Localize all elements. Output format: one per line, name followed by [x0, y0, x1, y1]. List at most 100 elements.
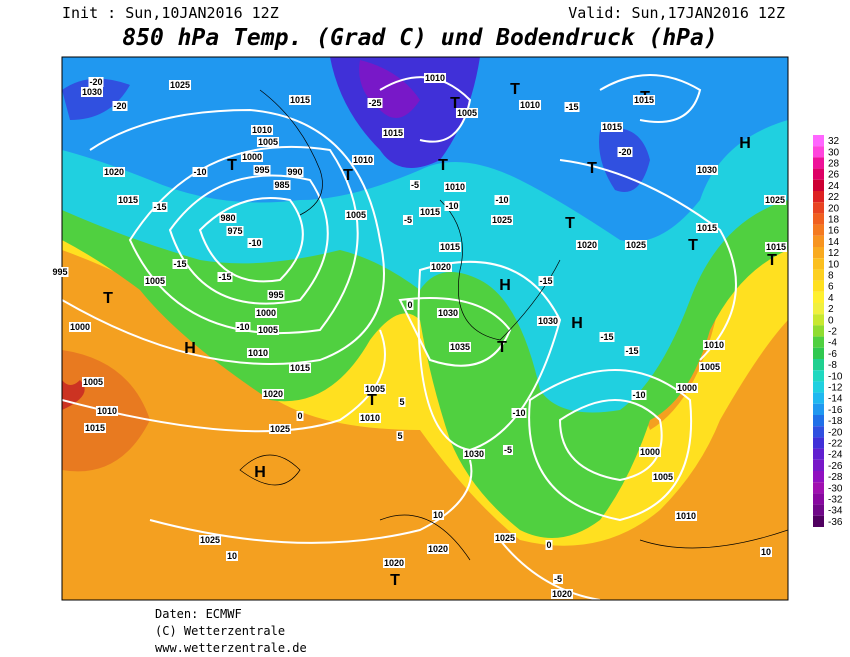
map-label: 1020: [577, 240, 597, 250]
map-label: 1035: [450, 342, 470, 352]
map-label: 10: [761, 547, 771, 557]
map-label: -25: [368, 98, 381, 108]
map-label: 1015: [766, 242, 786, 252]
legend-label: -14: [828, 394, 843, 405]
map-label: 995: [268, 290, 283, 300]
label-box: [518, 100, 542, 110]
map-frame: [61, 56, 789, 601]
label-box: [250, 125, 274, 135]
map-label: 0: [546, 540, 551, 550]
label-box: [631, 390, 647, 400]
map-label: 975: [227, 226, 242, 236]
label-box: [152, 202, 168, 212]
label-box: [695, 223, 719, 233]
map-label: 980: [220, 213, 235, 223]
pressure-center: T: [227, 157, 237, 174]
map-label: -15: [539, 276, 552, 286]
map-label: 1010: [520, 100, 540, 110]
map-label: 1025: [626, 240, 646, 250]
valid-time: Valid: Sun,17JAN2016 12Z: [568, 4, 785, 22]
legend-swatch: [813, 146, 824, 158]
map-label: 985: [274, 180, 289, 190]
legend-swatch: [813, 213, 824, 225]
map-label: 1025: [765, 195, 785, 205]
legend-swatch: [813, 303, 824, 315]
map-label: 1025: [270, 424, 290, 434]
legend-label: -6: [828, 349, 837, 360]
label-box: [426, 544, 450, 554]
map-label: -20: [113, 101, 126, 111]
label-box: [418, 207, 442, 217]
label-box: [261, 389, 285, 399]
legend-swatch: [813, 482, 824, 494]
label-box: [575, 240, 599, 250]
legend-label: -28: [828, 472, 843, 483]
legend-label: 0: [828, 315, 834, 326]
footer-url: www.wetterzentrale.de: [155, 641, 307, 655]
map-label: 1000: [70, 322, 90, 332]
label-box: [402, 215, 414, 225]
label-box: [246, 348, 270, 358]
init-time: Init : Sun,10JAN2016 12Z: [62, 4, 279, 22]
legend-label: -16: [828, 405, 843, 416]
legend-swatch: [813, 515, 824, 527]
map-label: -10: [193, 167, 206, 177]
map-label: 1015: [697, 223, 717, 233]
pressure-center: T: [450, 95, 460, 112]
label-box: [638, 447, 662, 457]
label-box: [256, 325, 280, 335]
label-box: [168, 80, 192, 90]
map-label: 1025: [170, 80, 190, 90]
label-box: [172, 259, 188, 269]
map-label: 1025: [495, 533, 515, 543]
label-box: [256, 137, 280, 147]
label-box: [95, 406, 119, 416]
pressure-center: T: [767, 252, 777, 269]
legend-label: -20: [828, 427, 843, 438]
map-label: 1015: [383, 128, 403, 138]
map-label: -5: [504, 445, 512, 455]
map-label: -5: [404, 215, 412, 225]
label-box: [494, 195, 510, 205]
label-box: [552, 574, 564, 584]
label-box: [448, 342, 472, 352]
label-box: [288, 363, 312, 373]
map-label: 1005: [700, 362, 720, 372]
label-box: [112, 101, 128, 111]
label-box: [143, 276, 167, 286]
legend-swatch: [813, 448, 824, 460]
map-label: 0: [407, 300, 412, 310]
pressure-center: T: [390, 572, 400, 589]
label-box: [367, 98, 383, 108]
map-label: 1005: [346, 210, 366, 220]
label-box: [675, 383, 699, 393]
label-box: [511, 408, 527, 418]
label-box: [564, 102, 580, 112]
label-box: [764, 242, 788, 252]
map-label: 10: [433, 510, 443, 520]
legend-swatch: [813, 224, 824, 236]
footer-copyright: (C) Wetterzentrale: [155, 624, 285, 638]
map-label: 1000: [640, 447, 660, 457]
pressure-center: T: [438, 157, 448, 174]
map-label: -10: [495, 195, 508, 205]
map-label: 5: [397, 431, 402, 441]
label-box: [68, 322, 92, 332]
legend-label: -30: [828, 483, 843, 494]
label-box: [382, 558, 406, 568]
label-box: [550, 589, 574, 599]
legend-label: 24: [828, 181, 840, 192]
label-box: [444, 201, 460, 211]
map-label: -5: [411, 180, 419, 190]
map-label: 1005: [653, 472, 673, 482]
legend-label: -10: [828, 371, 843, 382]
map-label: -5: [554, 574, 562, 584]
legend-swatch: [813, 202, 824, 214]
map-label: -15: [218, 272, 231, 282]
map-label: 1030: [697, 165, 717, 175]
map-label: 995: [254, 165, 269, 175]
map-label: 1025: [200, 535, 220, 545]
legend-label: 6: [828, 282, 834, 293]
pressure-center: H: [499, 277, 511, 294]
